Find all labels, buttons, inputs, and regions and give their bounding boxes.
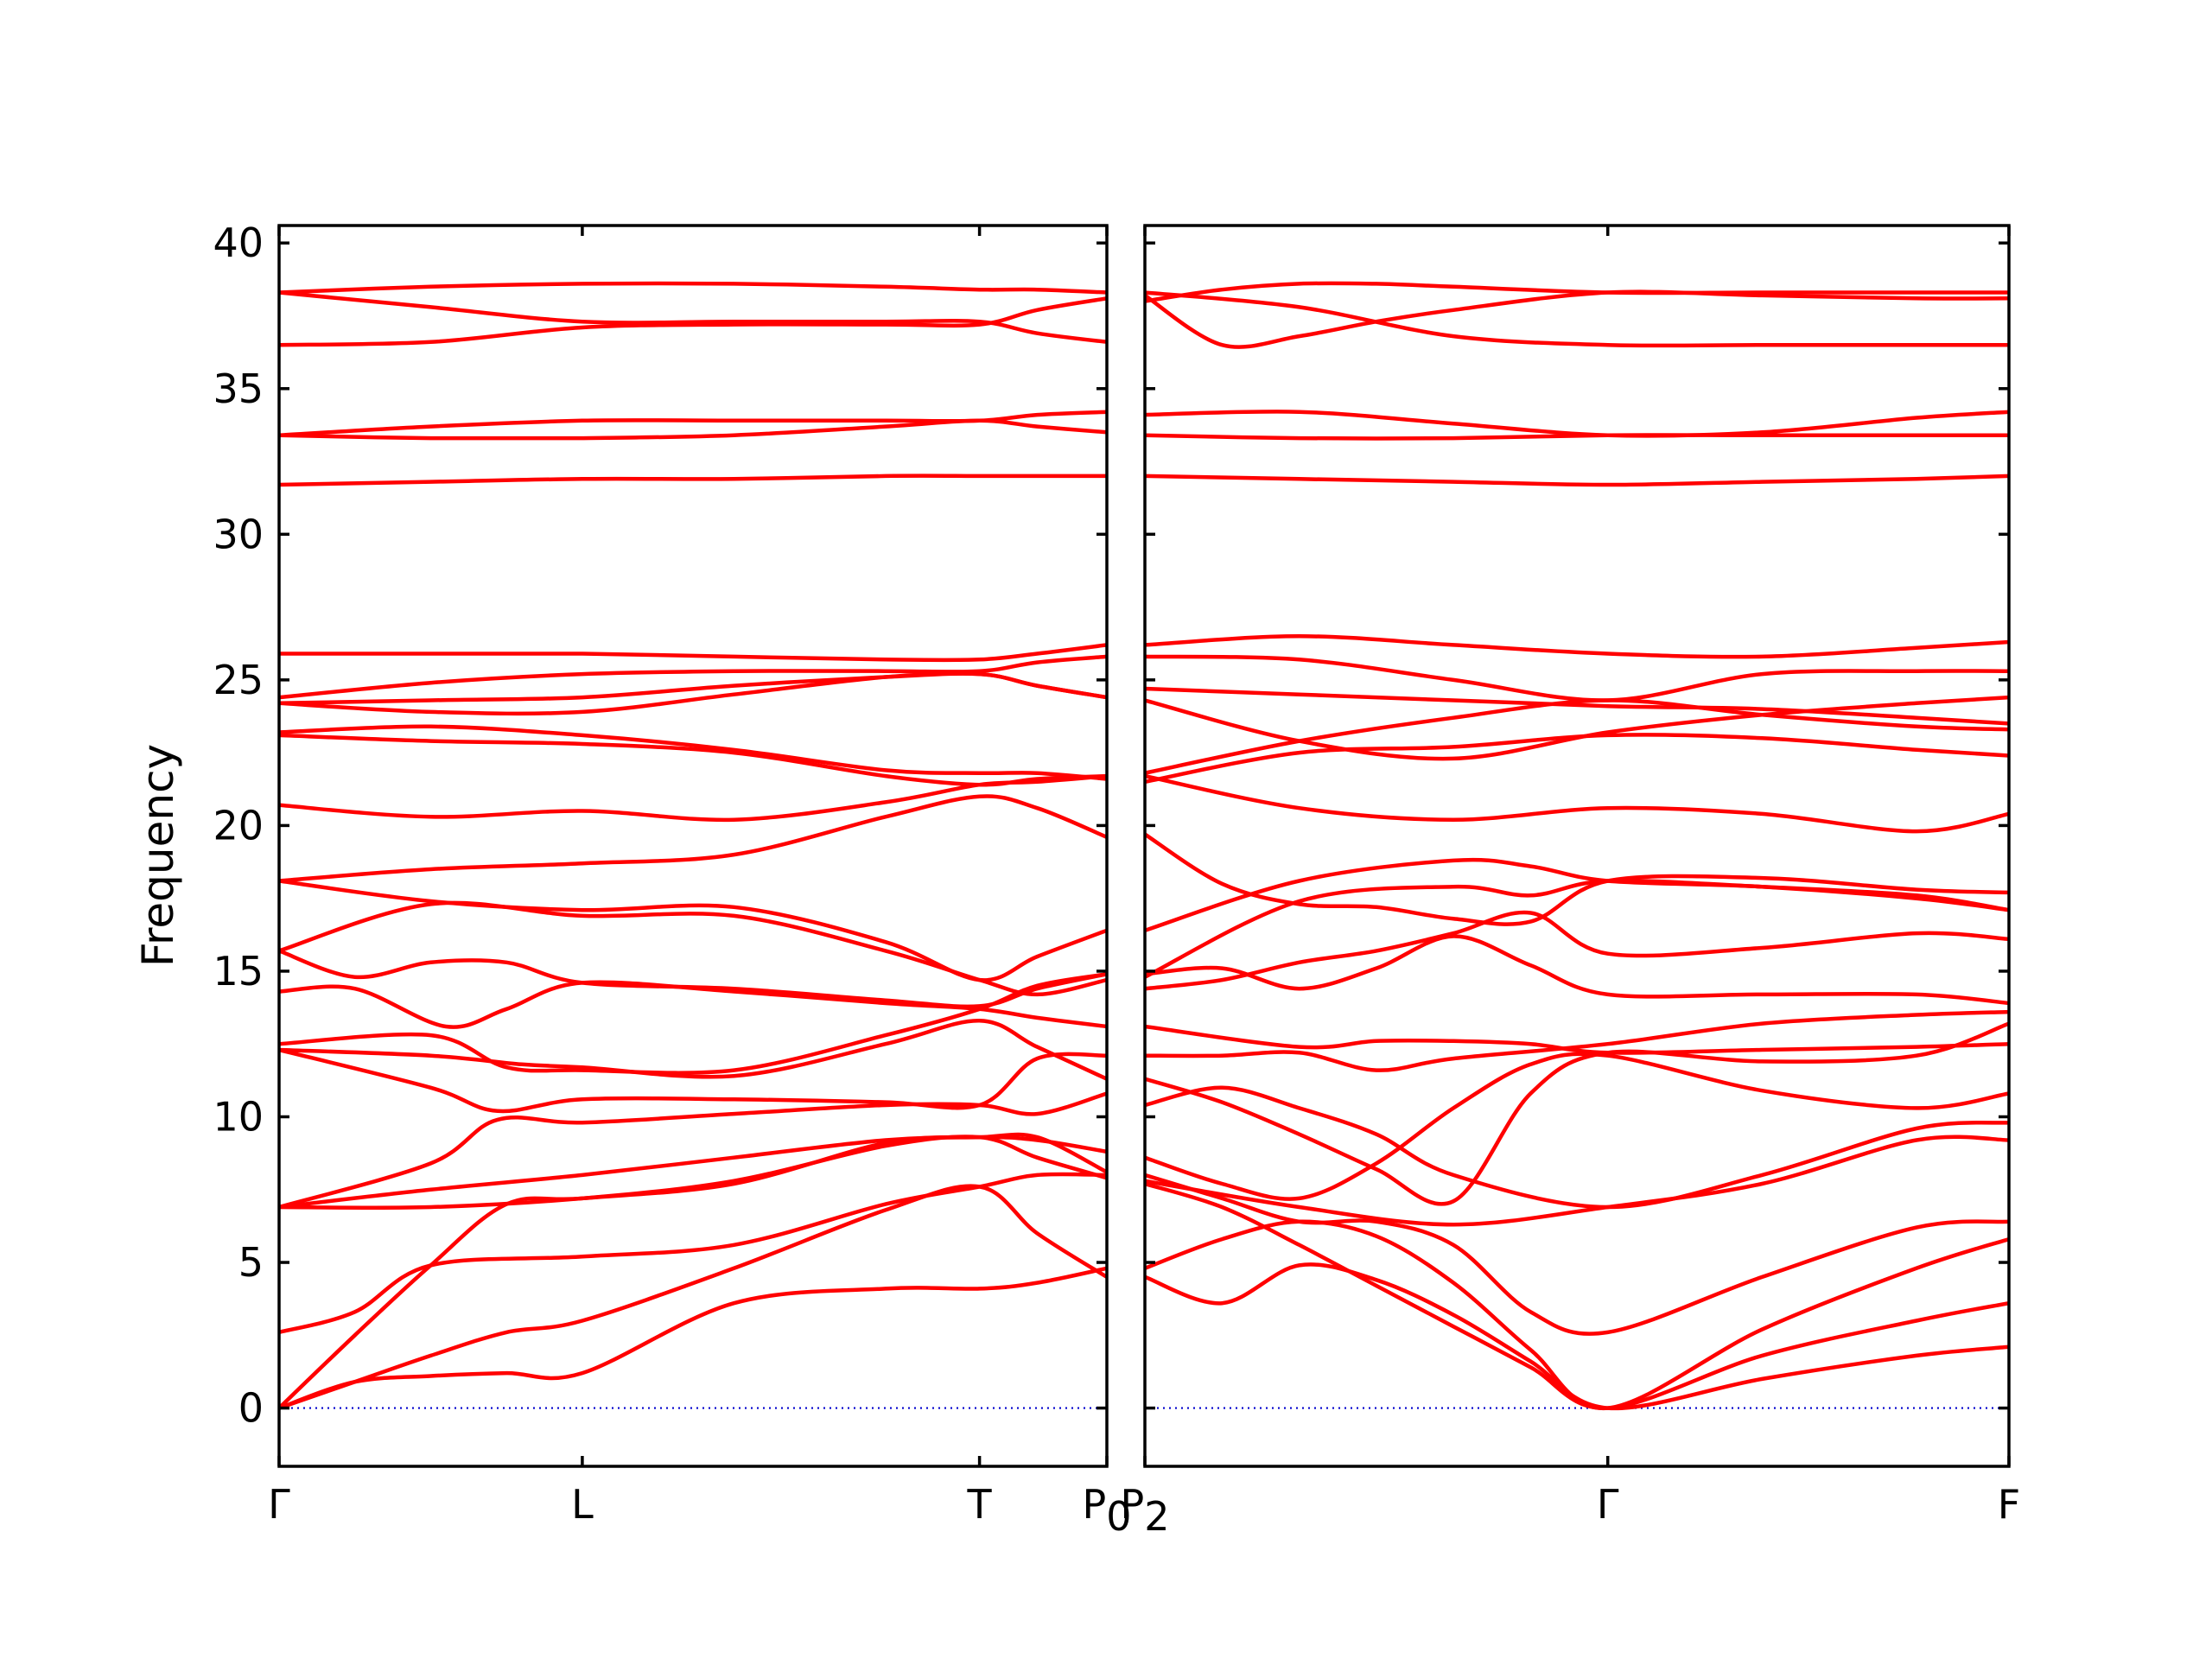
band-line-28 [1145, 1262, 2009, 1411]
band-line-22 [279, 1091, 1107, 1210]
band-line-2 [279, 281, 1107, 295]
band-group [1145, 281, 2009, 1411]
band-line-3 [1145, 289, 2009, 349]
band-line-24 [279, 1135, 1107, 1211]
y-tick-label: 25 [213, 657, 264, 703]
band-line-1 [279, 290, 1107, 345]
band-line-3 [279, 296, 1107, 347]
band-line-26 [1145, 1219, 2009, 1410]
band-line-18 [1145, 934, 2009, 1006]
y-tick-label: 15 [213, 948, 264, 995]
band-line-8 [279, 654, 1107, 700]
band-line-11 [1145, 733, 2009, 785]
band-line-10 [279, 671, 1107, 716]
band-line-14 [279, 794, 1107, 883]
band-line-1 [1145, 290, 2009, 348]
band-line-15 [279, 879, 1107, 982]
y-tick-label: 20 [213, 802, 264, 849]
x-tick-label: F [1998, 1481, 2020, 1528]
band-line-21 [279, 1047, 1107, 1114]
band-line-5 [279, 418, 1107, 441]
y-tick-label: 5 [238, 1239, 264, 1286]
band-line-7 [279, 643, 1107, 663]
band-line-16 [1145, 878, 2009, 979]
band-line-19 [279, 972, 1107, 1075]
band-line-4 [1145, 410, 2009, 438]
band-line-20 [279, 1019, 1107, 1081]
band-line-25 [1145, 1173, 2009, 1336]
x-tick-label-subscript: 0 [1106, 1493, 1131, 1540]
band-line-18 [279, 980, 1107, 1029]
band-group [279, 281, 1107, 1410]
band-line-25 [279, 1172, 1107, 1335]
band-line-16 [279, 900, 1107, 997]
y-tick-label: 0 [238, 1385, 264, 1432]
y-tick-label: 30 [213, 511, 264, 557]
plot-frame [1143, 224, 2011, 1468]
band-line-23 [279, 1132, 1107, 1210]
x-tick-label: T [967, 1481, 993, 1528]
band-line-4 [279, 410, 1107, 437]
x-tick-label: Γ [268, 1481, 290, 1528]
band-line-17 [1145, 910, 2009, 991]
band-line-15 [1145, 857, 2009, 933]
band-line-7 [1145, 634, 2009, 659]
band-line-2 [1145, 281, 2009, 303]
band-line-23 [1145, 1052, 2009, 1201]
band-line-20 [1145, 1009, 2009, 1072]
band-line-11 [279, 724, 1107, 781]
band-line-24 [1145, 1135, 2009, 1227]
band-line-27 [279, 1184, 1107, 1410]
band-line-19 [1145, 1024, 2009, 1055]
band-line-13 [1145, 773, 2009, 834]
x-tick-label: Γ [1597, 1481, 1619, 1528]
band-line-5 [1145, 433, 2009, 441]
y-tick-label: 35 [213, 365, 264, 412]
y-tick-label: 10 [213, 1093, 264, 1140]
band-line-14 [1145, 832, 2009, 926]
band-line-6 [1145, 474, 2009, 487]
band-line-13 [279, 773, 1107, 823]
band-line-12 [1145, 698, 2009, 775]
plot-frame [277, 224, 1109, 1468]
band-line-9 [1145, 686, 2009, 726]
band-line-26 [279, 1135, 1107, 1410]
band-line-21 [1145, 1021, 2009, 1206]
x-tick-label: L [571, 1481, 594, 1528]
band-line-12 [279, 733, 1107, 787]
band-line-27 [1145, 1181, 2009, 1410]
right-panel: P2 Γ F [1120, 224, 2020, 1540]
band-line-6 [279, 474, 1107, 487]
y-axis-label: Frequency [133, 744, 183, 967]
band-line-22 [1145, 1085, 2009, 1210]
band-line-28 [279, 1266, 1107, 1410]
y-tick-label: 40 [213, 219, 264, 266]
x-tick-label-subscript: 2 [1144, 1493, 1169, 1540]
